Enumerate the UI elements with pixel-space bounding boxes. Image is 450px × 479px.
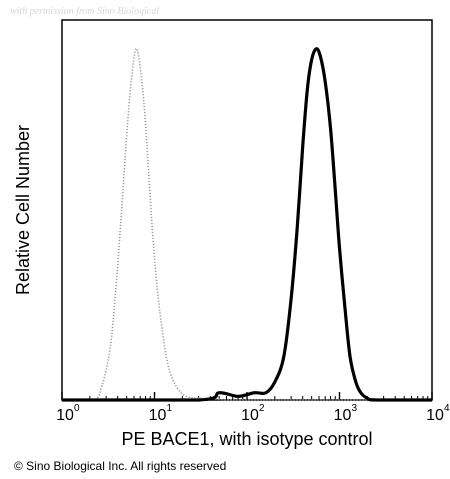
series-layer <box>62 47 432 402</box>
watermark-text: with permission from Sino Biological <box>10 6 160 17</box>
x-tick-label: 10 <box>149 407 167 424</box>
x-tick-exponent: 1 <box>167 403 173 414</box>
copyright-text: © Sino Biological Inc. All rights reserv… <box>14 459 227 473</box>
x-tick-exponent: 2 <box>259 403 265 414</box>
x-tick-exponent: 3 <box>352 403 358 414</box>
x-tick-exponent: 4 <box>444 403 450 414</box>
x-tick-exponent: 0 <box>74 403 80 414</box>
x-axis-label: PE BACE1, with isotype control <box>121 429 372 449</box>
x-tick-label: 10 <box>334 407 352 424</box>
y-axis-label: Relative Cell Number <box>13 125 33 295</box>
x-axis-tick-labels: 10 0 10 1 10 2 10 3 10 4 <box>56 403 450 424</box>
x-tick-label: 10 <box>56 407 74 424</box>
x-tick-label: 10 <box>426 407 444 424</box>
isotype-control-histogram <box>62 47 432 401</box>
bace1-histogram <box>62 47 432 402</box>
x-tick-label: 10 <box>241 407 259 424</box>
plot-frame <box>61 19 433 401</box>
